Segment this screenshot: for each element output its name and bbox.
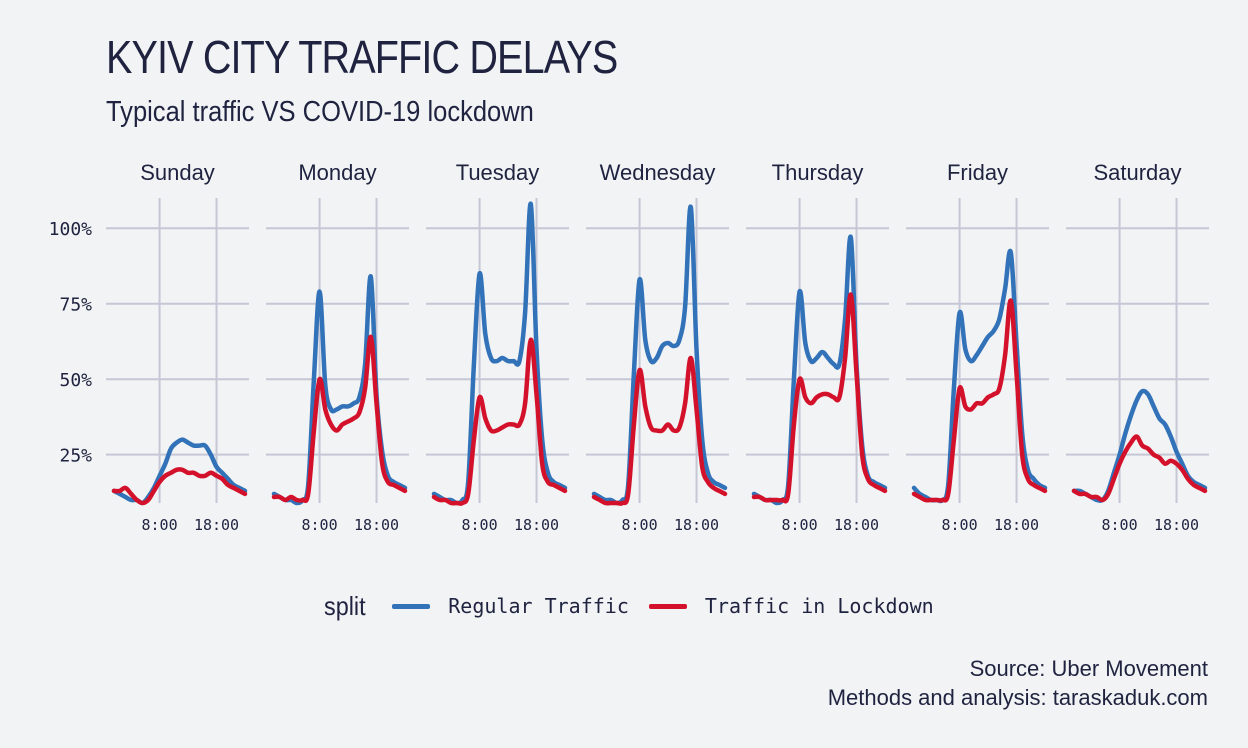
x-tick-label-saturday-18: 18:00 <box>1154 516 1199 534</box>
x-tick-label-monday-8: 8:00 <box>302 516 338 534</box>
series-line-traffic-in-lockdown-wednesday <box>591 355 728 506</box>
x-tick-label-tuesday-8: 8:00 <box>462 516 498 534</box>
legend-item-traffic-in-lockdown: Traffic in Lockdown <box>648 594 934 618</box>
x-tick-label-wednesday-8: 8:00 <box>622 516 658 534</box>
series-line-traffic-in-lockdown-sunday <box>111 467 248 506</box>
caption-source: Source: Uber Movement <box>969 656 1208 681</box>
series-line-regular-traffic-saturday <box>1071 388 1208 504</box>
y-tick-label-75: 75% <box>59 295 92 316</box>
x-tick-label-thursday-8: 8:00 <box>782 516 818 534</box>
facet-label-tuesday: Tuesday <box>456 160 540 185</box>
x-tick-label-thursday-18: 18:00 <box>834 516 879 534</box>
x-tick-label-saturday-8: 8:00 <box>1102 516 1138 534</box>
facet-panel-saturday: 8:00 18:00 Saturday <box>1066 160 1209 534</box>
facet-panel-sunday: 8:00 18:00 Sunday <box>106 160 249 534</box>
y-tick-label-100: 100% <box>49 219 93 240</box>
series-line-traffic-in-lockdown-monday <box>271 334 408 504</box>
legend-title: split <box>324 590 366 621</box>
facet-label-thursday: Thursday <box>772 160 864 185</box>
facet-panel-monday: 8:00 18:00 Monday <box>266 160 409 534</box>
facet-label-sunday: Sunday <box>140 160 215 185</box>
facet-panel-thursday: 8:00 18:00 Thursday <box>746 160 889 534</box>
facet-label-wednesday: Wednesday <box>600 160 716 185</box>
legend: split Regular Traffic Traffic in Lockdow… <box>324 586 954 626</box>
series-line-traffic-in-lockdown-thursday <box>751 292 888 504</box>
series-line-regular-traffic-tuesday <box>431 201 568 506</box>
series-line-traffic-in-lockdown-tuesday <box>431 337 568 506</box>
caption: Source: Uber Movement Methods and analys… <box>828 654 1208 712</box>
x-tick-label-friday-18: 18:00 <box>994 516 1039 534</box>
legend-item-regular-traffic: Regular Traffic <box>392 594 629 618</box>
legend-label-regular-traffic: Regular Traffic <box>448 594 629 618</box>
x-tick-label-sunday-18: 18:00 <box>194 516 239 534</box>
facet-panel-wednesday: 8:00 18:00 Wednesday <box>586 160 729 534</box>
chart-title: KYIV CITY TRAFFIC DELAYS <box>106 31 618 83</box>
series-line-traffic-in-lockdown-friday <box>911 298 1048 503</box>
legend-key-traffic-in-lockdown <box>648 603 687 609</box>
series-line-traffic-in-lockdown-saturday <box>1071 434 1208 503</box>
legend-key-regular-traffic <box>392 603 431 609</box>
x-tick-label-wednesday-18: 18:00 <box>674 516 719 534</box>
facet-label-saturday: Saturday <box>1093 160 1181 185</box>
x-tick-label-monday-18: 18:00 <box>354 516 399 534</box>
y-tick-label-25: 25% <box>59 446 92 467</box>
facet-panel-friday: 8:00 18:00 Friday <box>906 160 1049 534</box>
x-tick-label-sunday-8: 8:00 <box>142 516 178 534</box>
series-line-regular-traffic-wednesday <box>591 204 728 506</box>
facet-label-monday: Monday <box>298 160 376 185</box>
y-tick-label-50: 50% <box>59 370 92 391</box>
facet-label-friday: Friday <box>947 160 1008 185</box>
caption-credit: Methods and analysis: taraskaduk.com <box>827 685 1208 710</box>
facet-panel-tuesday: 8:00 18:00 Tuesday <box>426 160 569 534</box>
legend-label-traffic-in-lockdown: Traffic in Lockdown <box>704 594 934 618</box>
chart-subtitle: Typical traffic VS COVID-19 lockdown <box>106 96 534 128</box>
x-tick-label-friday-8: 8:00 <box>942 516 978 534</box>
x-tick-label-tuesday-18: 18:00 <box>514 516 559 534</box>
